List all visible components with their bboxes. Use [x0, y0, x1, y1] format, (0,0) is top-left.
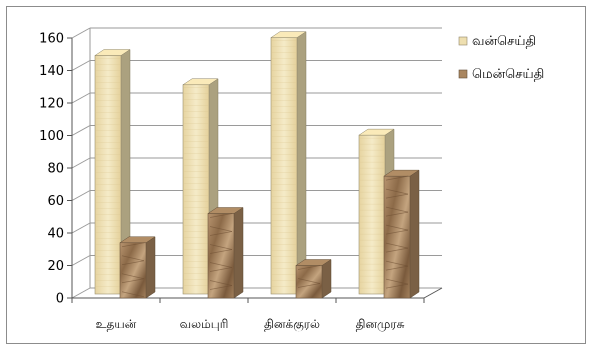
bar-texture [297, 278, 321, 284]
legend-label: மென்செய்தி [472, 67, 544, 82]
bar-texture [385, 242, 409, 249]
bar-texture [209, 244, 233, 250]
bar [270, 31, 307, 295]
bar [119, 236, 156, 299]
y-tick-label: 40 [47, 227, 64, 242]
bar-texture [121, 255, 145, 262]
bar-texture [121, 242, 145, 248]
bar-front [119, 242, 147, 299]
gridline-side [71, 60, 91, 71]
bar-texture [209, 249, 233, 254]
bar-texture [385, 193, 409, 199]
legend-item: மென்செய்தி [458, 67, 544, 82]
y-tick-label: 20 [47, 259, 64, 274]
bar-side [233, 207, 244, 299]
bar [295, 259, 332, 299]
bar-top [94, 49, 131, 56]
bar-texture [209, 262, 233, 268]
bar-front [270, 37, 298, 295]
bar [383, 169, 420, 299]
bar-texture [385, 247, 409, 253]
bar-texture [209, 280, 233, 286]
y-tick-label: 120 [39, 97, 64, 112]
legend-item: வன்செய்தி [458, 34, 536, 49]
bar-texture [385, 211, 409, 217]
bar-texture [385, 265, 409, 271]
x-category-label: உதயன் [96, 317, 137, 331]
bar-texture [121, 273, 145, 280]
bar-texture [385, 229, 409, 235]
x-category-label: தினமுரசு [356, 317, 405, 332]
bar-front [94, 55, 122, 295]
bar-texture [209, 267, 233, 272]
gridline-side [71, 125, 91, 136]
y-tick-label: 140 [39, 64, 64, 79]
gridline-side [71, 92, 91, 104]
y-tick-label: 100 [39, 129, 64, 144]
bar-texture [121, 291, 145, 298]
gridline-side [71, 190, 91, 201]
bar-front [207, 213, 235, 299]
bar-top [295, 259, 332, 266]
bar-texture [385, 278, 409, 285]
labels-layer: 0 20 40 60 80 100 120 140 160 உதயன் வலம்புரி தினக்க… [39, 32, 404, 333]
bar-texture [385, 206, 409, 213]
bars-layer [94, 31, 420, 299]
bar-front [295, 265, 323, 299]
bar-texture [209, 213, 233, 218]
bar-texture [297, 283, 321, 288]
bar-top [358, 128, 395, 136]
legend-swatch [458, 36, 468, 46]
x-category-label: தினக்குரல் [264, 317, 320, 331]
gridline-side [71, 157, 91, 169]
y-tick-label: 60 [47, 194, 64, 209]
bar-texture [209, 231, 233, 236]
bar [94, 49, 131, 295]
gridline-side [71, 255, 91, 266]
bar [207, 207, 244, 299]
legend-layer: வன்செய்தி மென்செய்தி [458, 34, 544, 82]
legend-label: வன்செய்தி [472, 34, 536, 49]
bar-texture [121, 260, 145, 266]
bar-texture [209, 285, 233, 290]
bar-top [119, 236, 156, 243]
bar-top [182, 78, 219, 85]
bar-top [270, 31, 307, 38]
x-category-label: வலம்புரி [180, 317, 229, 331]
bar-texture [209, 226, 233, 232]
bar-texture [385, 188, 409, 195]
bar-texture [385, 260, 409, 267]
bar-side [321, 259, 332, 299]
gridline-side [71, 287, 91, 299]
bar-texture [385, 224, 409, 231]
bar-top [207, 207, 244, 214]
bar-front [182, 84, 210, 295]
bar-texture [121, 278, 145, 284]
y-tick-label: 160 [39, 32, 64, 47]
y-tick-label: 0 [56, 292, 64, 307]
bar-texture [385, 283, 409, 289]
bar-side [296, 31, 307, 295]
legend-swatch [458, 69, 468, 79]
bar-top [383, 169, 420, 177]
bar-texture [297, 265, 321, 270]
floor-right-edge [423, 287, 443, 299]
bar-side [145, 236, 156, 299]
gridline-side [71, 222, 91, 234]
bar-texture [385, 175, 409, 181]
y-tick-label: 80 [47, 162, 64, 177]
bar-side [409, 169, 420, 299]
gridline-side [71, 27, 91, 39]
